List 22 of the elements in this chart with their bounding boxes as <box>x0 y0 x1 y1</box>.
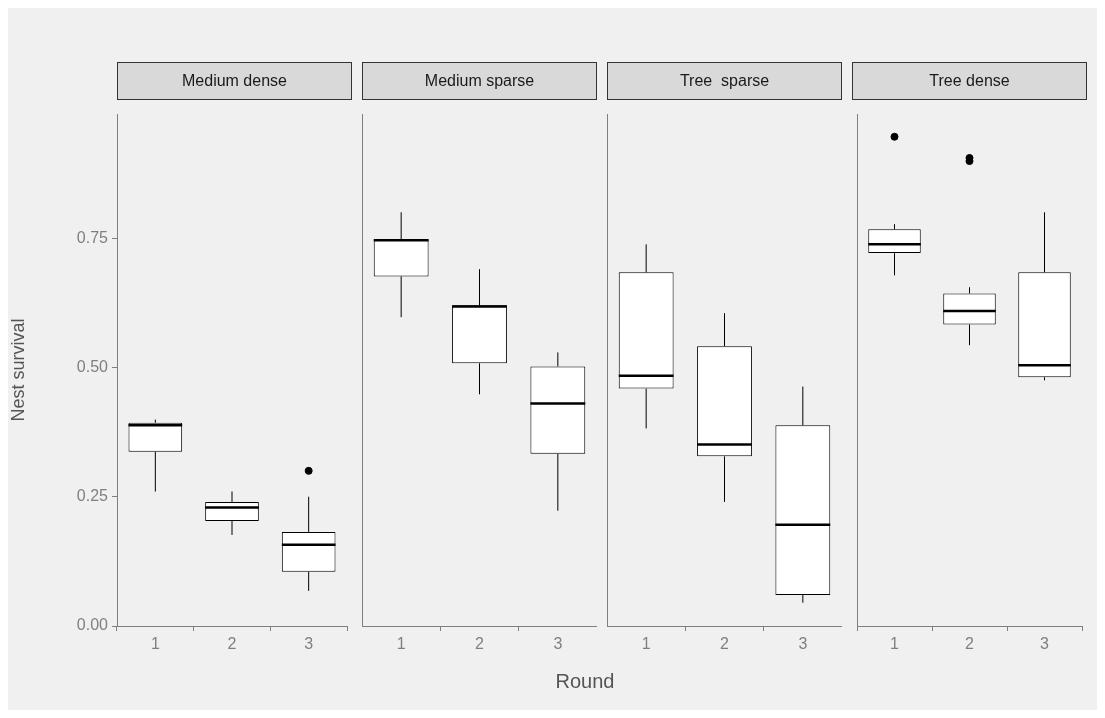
x-tick-label: 1 <box>641 635 651 653</box>
chart-title: Tree dense <box>852 62 1087 100</box>
x-tick-label: 1 <box>150 635 160 653</box>
y-tick-label: 0.50 <box>76 357 109 375</box>
x-tick-label: 1 <box>890 635 900 653</box>
x-tick-label: 3 <box>553 635 563 653</box>
chart-title: Medium sparse <box>362 62 597 100</box>
chart-title: Medium dense <box>117 62 352 100</box>
y-tick-label: 0.00 <box>76 616 109 634</box>
x-tick-label: 2 <box>227 635 237 653</box>
x-tick-label: 2 <box>965 635 975 653</box>
y-axis-title: Nest survival <box>7 318 28 422</box>
x-tick-label: 3 <box>304 635 314 653</box>
chart-title: Tree sparse <box>607 62 842 100</box>
x-tick-label: 2 <box>475 635 485 653</box>
x-tick-label: 3 <box>1040 635 1050 653</box>
x-axis-title: Round <box>554 670 616 693</box>
x-tick-label: 3 <box>798 635 808 653</box>
y-tick-label: 0.25 <box>76 487 109 505</box>
x-tick-label: 2 <box>720 635 730 653</box>
y-tick-label: 0.75 <box>76 228 109 246</box>
x-tick-label: 1 <box>396 635 406 653</box>
